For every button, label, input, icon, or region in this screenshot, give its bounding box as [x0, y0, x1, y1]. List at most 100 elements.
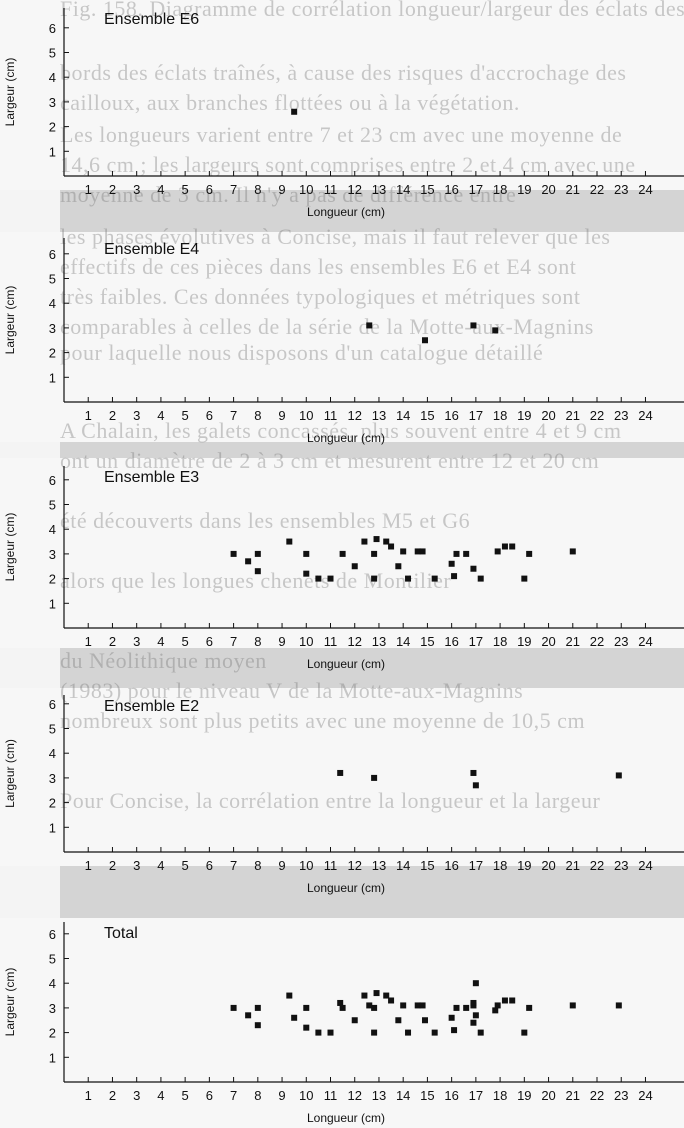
- x-tick-label: 6: [206, 634, 213, 649]
- data-point: [230, 550, 237, 557]
- x-tick-label: 10: [299, 634, 313, 649]
- chart-2: 1 2 3 4 5 6 7 8 9 10 11 12 13 14 15 16 17 18 19 20 21 22 23 241…: [3, 466, 684, 671]
- x-tick-label: 17: [469, 634, 483, 649]
- x-tick-label: 23: [614, 634, 628, 649]
- x-tick-label: 11: [324, 634, 338, 649]
- data-point: [431, 1029, 438, 1036]
- x-tick-label: 11: [324, 408, 338, 423]
- x-tick-label: 16: [444, 182, 458, 197]
- x-tick-label: 15: [420, 1088, 434, 1103]
- chart-title: Ensemble E2: [104, 698, 199, 715]
- y-tick-label: 1: [49, 596, 56, 611]
- x-tick-label: 1: [85, 1088, 92, 1103]
- y-tick-label: 1: [49, 1050, 56, 1065]
- y-tick-label: 3: [49, 1001, 56, 1016]
- data-point: [414, 548, 421, 555]
- data-point: [254, 1022, 261, 1029]
- x-tick-label: 18: [493, 634, 507, 649]
- data-point: [470, 1019, 477, 1026]
- data-point: [405, 1029, 412, 1036]
- y-tick-label: 4: [49, 70, 56, 85]
- x-tick-label: 20: [541, 1088, 555, 1103]
- x-tick-label: 6: [206, 858, 213, 873]
- x-tick-label: 4: [157, 858, 164, 873]
- x-tick-label: 20: [541, 408, 555, 423]
- data-point: [230, 1004, 237, 1011]
- data-point: [405, 575, 412, 582]
- data-point: [569, 548, 576, 555]
- x-tick-label: 1: [85, 408, 92, 423]
- data-point: [327, 575, 334, 582]
- x-axis-label: Longueur (cm): [307, 657, 385, 671]
- y-axis-label: Largeur (cm): [3, 286, 17, 355]
- background-text-line: effectifs de ces pièces dans les ensembl…: [60, 254, 577, 279]
- data-point: [303, 550, 310, 557]
- x-tick-label: 19: [517, 858, 531, 873]
- x-tick-label: 21: [566, 858, 580, 873]
- data-point: [501, 997, 508, 1004]
- data-point: [448, 560, 455, 567]
- data-point: [366, 1002, 373, 1009]
- data-point: [400, 1002, 407, 1009]
- data-point: [400, 548, 407, 555]
- x-tick-label: 12: [347, 408, 361, 423]
- data-point: [371, 550, 378, 557]
- background-text-line: moyenne de 3 cm. Il n'y a pas de différe…: [60, 182, 517, 207]
- x-tick-label: 22: [590, 408, 604, 423]
- x-tick-label: 23: [614, 182, 628, 197]
- y-tick-label: 4: [49, 522, 56, 537]
- x-tick-label: 6: [206, 1088, 213, 1103]
- x-tick-label: 8: [254, 858, 261, 873]
- x-tick-label: 6: [206, 408, 213, 423]
- x-tick-label: 2: [109, 182, 116, 197]
- data-point: [383, 992, 390, 999]
- x-tick-label: 4: [157, 182, 164, 197]
- data-point: [286, 992, 293, 999]
- data-point: [286, 538, 293, 545]
- panel-bg-0: [0, 0, 684, 190]
- data-point: [291, 108, 298, 115]
- data-point: [451, 573, 458, 580]
- x-tick-label: 19: [517, 1088, 531, 1103]
- y-axis-label: Largeur (cm): [3, 58, 17, 127]
- data-point: [463, 550, 470, 557]
- x-tick-label: 22: [590, 634, 604, 649]
- x-tick-label: 1: [85, 858, 92, 873]
- data-point: [373, 990, 380, 997]
- y-tick-label: 5: [49, 46, 56, 61]
- chart-title: Ensemble E3: [104, 469, 199, 486]
- x-tick-label: 24: [638, 634, 652, 649]
- x-tick-label: 10: [299, 408, 313, 423]
- x-tick-label: 4: [157, 634, 164, 649]
- y-tick-label: 3: [49, 95, 56, 110]
- data-point: [315, 575, 322, 582]
- y-tick-label: 1: [49, 820, 56, 835]
- background-text-line: du Néolithique moyen: [60, 648, 267, 673]
- x-tick-label: 12: [347, 182, 361, 197]
- x-tick-label: 9: [278, 182, 285, 197]
- y-tick-label: 6: [49, 21, 56, 36]
- y-tick-label: 4: [49, 746, 56, 761]
- x-tick-label: 13: [372, 858, 386, 873]
- x-tick-label: 24: [638, 408, 652, 423]
- data-point: [351, 563, 358, 570]
- x-tick-label: 5: [182, 408, 189, 423]
- x-tick-label: 7: [230, 858, 237, 873]
- data-point: [254, 550, 261, 557]
- x-tick-label: 24: [638, 182, 652, 197]
- y-tick-label: 3: [49, 547, 56, 562]
- data-point: [245, 558, 252, 565]
- data-point: [371, 774, 378, 781]
- y-tick-label: 2: [49, 1026, 56, 1041]
- data-point: [470, 999, 477, 1006]
- y-tick-label: 5: [49, 498, 56, 513]
- data-point: [492, 327, 499, 334]
- data-point: [521, 1029, 528, 1036]
- x-tick-label: 9: [278, 1088, 285, 1103]
- data-point: [569, 1002, 576, 1009]
- data-point: [615, 772, 622, 779]
- x-tick-label: 21: [566, 408, 580, 423]
- y-tick-label: 3: [49, 771, 56, 786]
